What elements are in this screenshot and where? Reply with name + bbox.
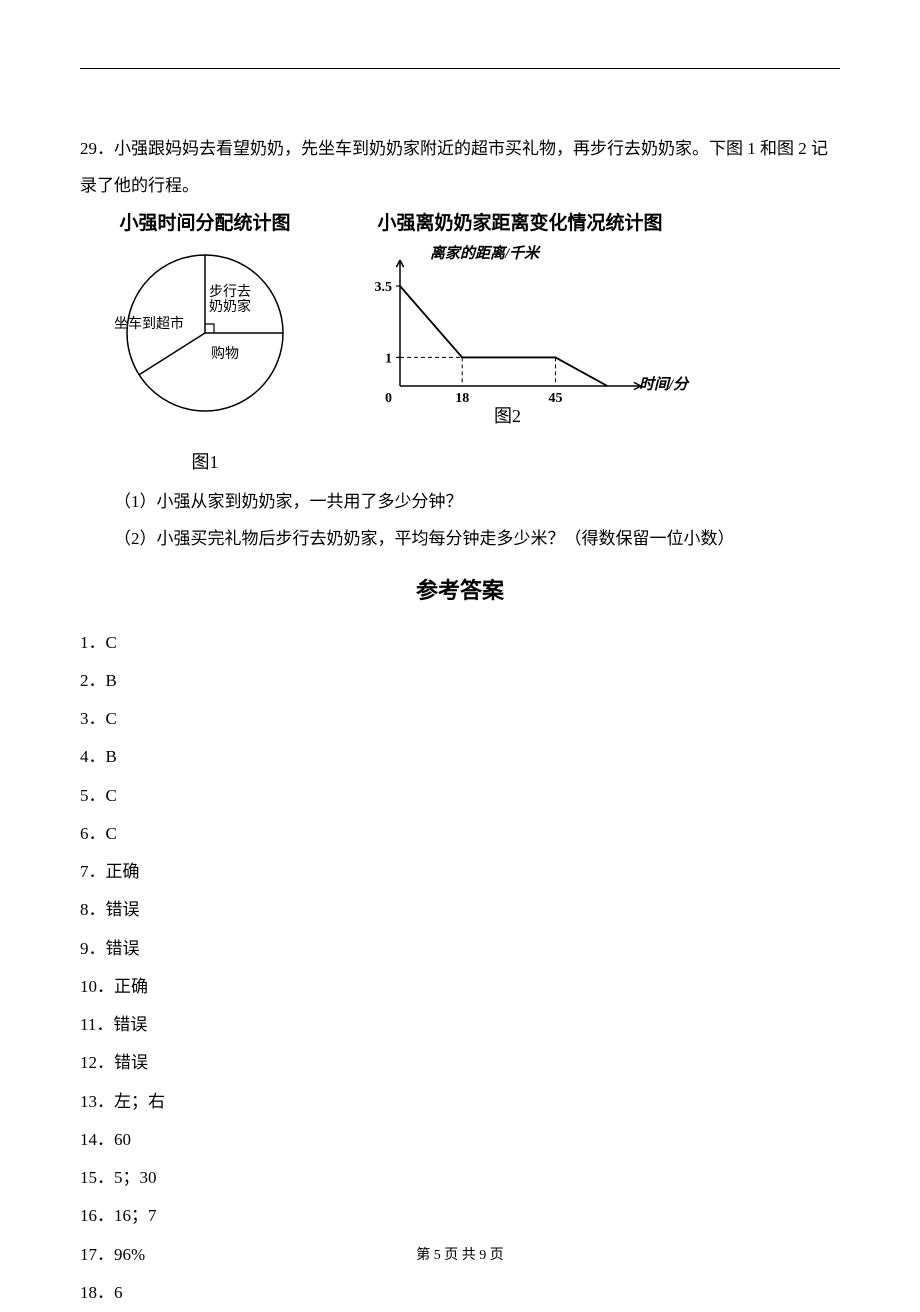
answer-row: 3．C <box>80 700 840 738</box>
answer-value: C <box>106 709 117 728</box>
answer-value: 左；右 <box>114 1092 165 1111</box>
question-text-line1: 29．小强跟妈妈去看望奶奶，先坐车到奶奶家附近的超市买礼物，再步行去奶奶家。下图… <box>80 130 840 167</box>
answer-value: 正确 <box>114 977 148 996</box>
answer-value: C <box>106 824 117 843</box>
answer-number: 14． <box>80 1130 114 1149</box>
answer-row: 11．错误 <box>80 1006 840 1044</box>
answer-number: 16． <box>80 1206 114 1225</box>
answer-row: 12．错误 <box>80 1044 840 1082</box>
answer-number: 10． <box>80 977 114 996</box>
svg-text:0: 0 <box>385 391 392 406</box>
answer-row: 6．C <box>80 815 840 853</box>
pie-chart-title: 小强时间分配统计图 <box>80 213 330 236</box>
answer-value: 6 <box>114 1283 123 1302</box>
answer-value: 60 <box>114 1130 131 1149</box>
answer-row: 10．正确 <box>80 968 840 1006</box>
footer-mid: 页 共 <box>441 1248 480 1263</box>
question-number: 29． <box>80 139 114 158</box>
footer-current-page: 5 <box>434 1248 441 1263</box>
subquestion-1: （1）小强从家到奶奶家，一共用了多少分钟？ <box>114 483 840 520</box>
footer-prefix: 第 <box>416 1248 434 1263</box>
page: 29．小强跟妈妈去看望奶奶，先坐车到奶奶家附近的超市买礼物，再步行去奶奶家。下图… <box>0 0 920 1302</box>
answer-value: B <box>106 747 117 766</box>
question-text-line2: 录了他的行程。 <box>80 167 840 204</box>
answer-number: 13． <box>80 1092 114 1111</box>
answer-number: 15． <box>80 1168 114 1187</box>
answer-value: 5；30 <box>114 1168 157 1187</box>
svg-text:步行去: 步行去 <box>209 284 251 300</box>
svg-text:图2: 图2 <box>494 406 521 426</box>
answer-row: 18．6 <box>80 1274 840 1312</box>
question-29: 29．小强跟妈妈去看望奶奶，先坐车到奶奶家附近的超市买礼物，再步行去奶奶家。下图… <box>80 130 840 557</box>
page-footer: 第 5 页 共 9 页 <box>0 1241 920 1272</box>
answers-list: 1．C2．B3．C4．B5．C6．C7．正确8．错误9．错误10．正确11．错误… <box>80 624 840 1312</box>
answer-row: 5．C <box>80 777 840 815</box>
answer-number: 5． <box>80 786 106 805</box>
answer-number: 11． <box>80 1015 113 1034</box>
line-chart-title: 小强离奶奶家距离变化情况统计图 <box>340 213 700 236</box>
answer-number: 6． <box>80 824 106 843</box>
footer-suffix: 页 <box>486 1248 504 1263</box>
answer-value: 错误 <box>114 1053 148 1072</box>
answer-number: 3． <box>80 709 106 728</box>
figures-row: 小强时间分配统计图 坐车到超市 步行去奶奶家购物 图1 小强离奶奶家距离变化情况统… <box>80 213 840 483</box>
svg-text:3.5: 3.5 <box>375 280 393 295</box>
answer-number: 1． <box>80 633 106 652</box>
answer-value: C <box>106 633 117 652</box>
answer-number: 12． <box>80 1053 114 1072</box>
svg-text:购物: 购物 <box>211 346 239 362</box>
header-rule <box>80 68 840 69</box>
answer-value: 错误 <box>106 939 140 958</box>
answer-row: 1．C <box>80 624 840 662</box>
answer-number: 7． <box>80 862 106 881</box>
svg-text:离家的距离/千米: 离家的距离/千米 <box>430 244 541 262</box>
answer-number: 9． <box>80 939 106 958</box>
pie-chart-caption: 图1 <box>80 443 330 483</box>
answer-row: 14．60 <box>80 1121 840 1159</box>
answer-value: B <box>106 671 117 690</box>
svg-text:1: 1 <box>385 351 392 366</box>
answer-number: 8． <box>80 900 106 919</box>
pie-chart-block: 小强时间分配统计图 坐车到超市 步行去奶奶家购物 图1 <box>80 213 330 483</box>
answers-heading: 参考答案 <box>80 567 840 615</box>
answer-row: 9．错误 <box>80 930 840 968</box>
answer-number: 2． <box>80 671 106 690</box>
answer-value: C <box>106 786 117 805</box>
answer-value: 16；7 <box>114 1206 157 1225</box>
answer-number: 4． <box>80 747 106 766</box>
answer-number: 18． <box>80 1283 114 1302</box>
subquestion-2: （2）小强买完礼物后步行去奶奶家，平均每分钟走多少米？（得数保留一位小数） <box>114 520 840 557</box>
answer-row: 16．16；7 <box>80 1197 840 1235</box>
answer-row: 7．正确 <box>80 853 840 891</box>
answer-row: 13．左；右 <box>80 1083 840 1121</box>
answer-row: 4．B <box>80 738 840 776</box>
answer-row: 2．B <box>80 662 840 700</box>
answer-value: 正确 <box>106 862 140 881</box>
svg-text:45: 45 <box>549 391 563 406</box>
answer-row: 8．错误 <box>80 891 840 929</box>
q29-line1: 小强跟妈妈去看望奶奶，先坐车到奶奶家附近的超市买礼物，再步行去奶奶家。下图 1 … <box>114 139 828 158</box>
svg-text:18: 18 <box>455 391 469 406</box>
svg-text:时间/分: 时间/分 <box>639 376 690 393</box>
answer-row: 15．5；30 <box>80 1159 840 1197</box>
pie-chart-svg: 坐车到超市 步行去奶奶家购物 <box>95 238 315 428</box>
svg-text:奶奶家: 奶奶家 <box>209 298 251 315</box>
svg-text:坐车到超市: 坐车到超市 <box>114 315 184 332</box>
answer-value: 错误 <box>106 900 140 919</box>
line-chart-svg: 离家的距离/千米 0 1 3.5 18 45 时间/分图2 <box>350 236 690 426</box>
line-chart-block: 小强离奶奶家距离变化情况统计图 离家的距离/千米 0 1 3.5 18 45 时间/分图2 <box>340 213 700 439</box>
answer-value: 错误 <box>113 1015 147 1034</box>
